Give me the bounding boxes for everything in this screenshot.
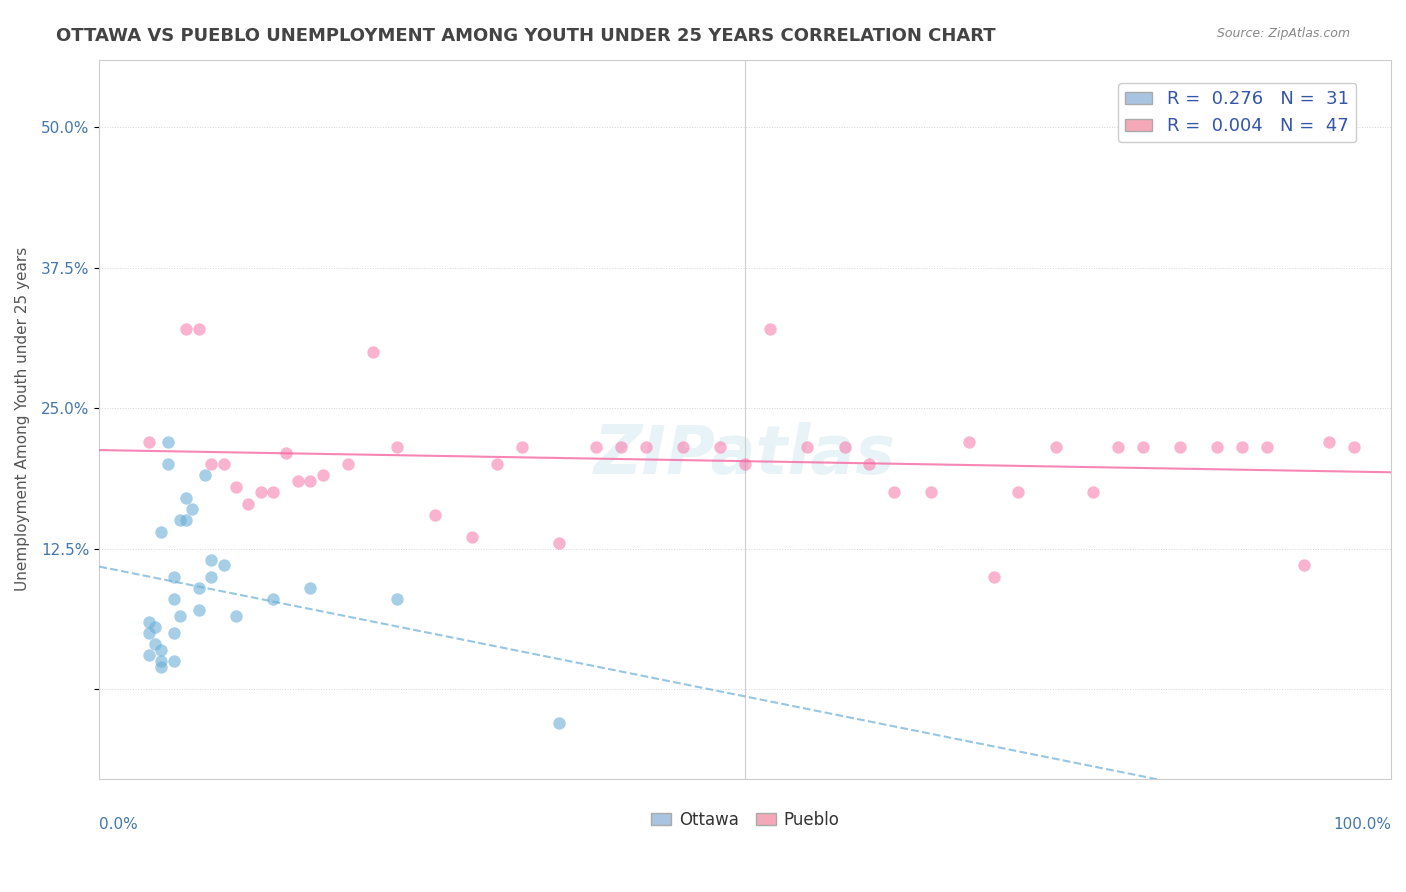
Point: [387, 592, 409, 607]
Point: [1292, 558, 1315, 573]
Point: [225, 480, 247, 494]
Point: [1045, 441, 1067, 455]
Point: [1107, 441, 1129, 455]
Point: [174, 491, 197, 505]
Point: [709, 441, 731, 455]
Point: [485, 457, 508, 471]
Point: [759, 322, 782, 336]
Point: [194, 468, 217, 483]
Point: [181, 502, 204, 516]
Text: ZIPatlas: ZIPatlas: [595, 422, 896, 488]
Point: [299, 474, 322, 488]
Point: [156, 434, 179, 449]
Point: [200, 569, 222, 583]
Point: [187, 581, 209, 595]
Point: [1168, 441, 1191, 455]
Point: [187, 603, 209, 617]
Point: [1007, 485, 1029, 500]
Point: [883, 485, 905, 500]
Y-axis label: Unemployment Among Youth under 25 years: Unemployment Among Youth under 25 years: [15, 247, 30, 591]
Point: [387, 441, 409, 455]
Point: [143, 620, 166, 634]
Point: [138, 434, 160, 449]
Point: [610, 441, 633, 455]
Point: [138, 615, 160, 629]
Point: [1343, 441, 1365, 455]
Point: [461, 530, 484, 544]
Point: [212, 558, 235, 573]
Point: [150, 654, 173, 668]
Point: [150, 659, 173, 673]
Point: [510, 441, 533, 455]
Point: [169, 513, 191, 527]
Point: [212, 457, 235, 471]
Point: [983, 569, 1005, 583]
Point: [163, 625, 186, 640]
Text: OTTAWA VS PUEBLO UNEMPLOYMENT AMONG YOUTH UNDER 25 YEARS CORRELATION CHART: OTTAWA VS PUEBLO UNEMPLOYMENT AMONG YOUT…: [56, 27, 995, 45]
Point: [634, 441, 657, 455]
Point: [1256, 441, 1278, 455]
Point: [249, 485, 271, 500]
Point: [834, 441, 856, 455]
Point: [200, 457, 222, 471]
Point: [734, 457, 756, 471]
Text: 0.0%: 0.0%: [100, 817, 138, 832]
Point: [150, 642, 173, 657]
Point: [920, 485, 942, 500]
Point: [187, 322, 209, 336]
Point: [150, 524, 173, 539]
Point: [225, 609, 247, 624]
Point: [169, 609, 191, 624]
Point: [274, 446, 297, 460]
Point: [156, 457, 179, 471]
Point: [174, 513, 197, 527]
Point: [858, 457, 880, 471]
Legend: Ottawa, Pueblo: Ottawa, Pueblo: [644, 804, 846, 835]
Point: [287, 474, 309, 488]
Point: [796, 441, 818, 455]
Point: [957, 434, 980, 449]
Point: [138, 648, 160, 663]
Point: [262, 485, 284, 500]
Point: [312, 468, 335, 483]
Point: [163, 569, 186, 583]
Point: [1317, 434, 1340, 449]
Point: [336, 457, 359, 471]
Point: [547, 536, 569, 550]
Point: [138, 625, 160, 640]
Point: [262, 592, 284, 607]
Point: [585, 441, 607, 455]
Point: [200, 553, 222, 567]
Point: [174, 322, 197, 336]
Point: [547, 715, 569, 730]
Text: Source: ZipAtlas.com: Source: ZipAtlas.com: [1216, 27, 1350, 40]
Point: [423, 508, 446, 522]
Point: [163, 654, 186, 668]
Point: [672, 441, 695, 455]
Point: [143, 637, 166, 651]
Point: [238, 497, 260, 511]
Point: [1132, 441, 1154, 455]
Point: [1230, 441, 1253, 455]
Point: [1081, 485, 1104, 500]
Point: [299, 581, 322, 595]
Point: [163, 592, 186, 607]
Point: [361, 344, 384, 359]
Point: [1206, 441, 1229, 455]
Text: 100.0%: 100.0%: [1333, 817, 1391, 832]
